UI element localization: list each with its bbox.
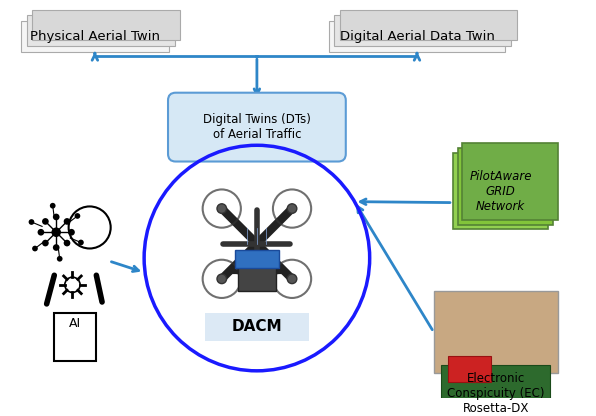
Circle shape [57,256,63,262]
Circle shape [53,213,60,220]
Circle shape [42,218,49,225]
FancyBboxPatch shape [235,250,279,267]
FancyBboxPatch shape [21,21,169,52]
FancyBboxPatch shape [54,314,97,361]
Circle shape [217,204,226,213]
Circle shape [74,213,80,219]
Circle shape [68,229,75,235]
Circle shape [32,246,38,251]
Text: Electronic
Conspicuity (EC)
Rosetta-DX: Electronic Conspicuity (EC) Rosetta-DX [447,372,545,415]
Circle shape [51,228,61,237]
FancyBboxPatch shape [238,257,276,292]
Circle shape [64,240,70,246]
Text: Digital Twins (DTs)
of Aerial Traffic: Digital Twins (DTs) of Aerial Traffic [203,113,311,141]
FancyBboxPatch shape [453,153,548,229]
Circle shape [64,218,70,225]
Circle shape [69,206,111,248]
FancyBboxPatch shape [448,356,491,382]
Text: Physical Aerial Twin: Physical Aerial Twin [30,30,160,43]
Circle shape [65,277,80,292]
Circle shape [287,204,297,213]
Circle shape [217,274,226,284]
FancyBboxPatch shape [27,15,175,46]
FancyBboxPatch shape [340,10,517,40]
Circle shape [50,203,55,208]
FancyBboxPatch shape [462,144,558,220]
Circle shape [78,240,84,245]
FancyBboxPatch shape [168,93,346,161]
Circle shape [38,229,44,235]
FancyBboxPatch shape [205,312,309,341]
Circle shape [287,274,297,284]
FancyBboxPatch shape [458,148,553,225]
FancyBboxPatch shape [434,292,558,373]
FancyBboxPatch shape [334,15,511,46]
Text: PilotAware
GRID
Network: PilotAware GRID Network [470,170,532,213]
Circle shape [29,219,35,225]
FancyBboxPatch shape [32,10,181,40]
Text: Digital Aerial Data Twin: Digital Aerial Data Twin [340,30,495,43]
FancyBboxPatch shape [442,365,550,416]
Text: AI: AI [69,317,82,329]
Text: DACM: DACM [232,319,283,334]
FancyBboxPatch shape [328,21,505,52]
Circle shape [42,240,49,246]
Circle shape [53,244,60,251]
